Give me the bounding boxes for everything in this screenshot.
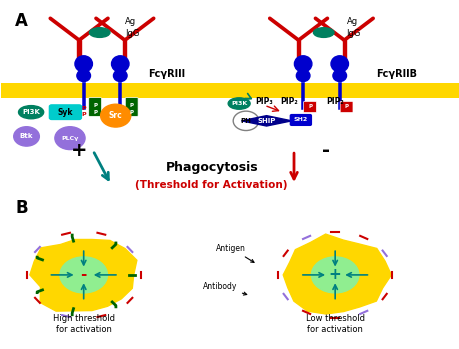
Ellipse shape xyxy=(313,28,333,37)
Text: PIP₃: PIP₃ xyxy=(255,97,272,106)
Text: Antibody: Antibody xyxy=(202,282,246,295)
Text: P: P xyxy=(308,104,311,110)
Ellipse shape xyxy=(294,56,311,72)
FancyArrow shape xyxy=(297,40,300,62)
Text: P: P xyxy=(81,106,86,111)
Text: Src: Src xyxy=(109,111,122,120)
Text: P: P xyxy=(93,103,97,108)
Text: PIP₂: PIP₂ xyxy=(325,97,343,106)
FancyArrow shape xyxy=(77,40,81,62)
Text: P: P xyxy=(81,112,86,117)
Ellipse shape xyxy=(296,70,309,82)
Text: +: + xyxy=(71,141,87,160)
FancyBboxPatch shape xyxy=(303,102,316,112)
FancyBboxPatch shape xyxy=(340,102,352,112)
Text: Antigen: Antigen xyxy=(216,244,253,262)
FancyBboxPatch shape xyxy=(290,114,311,125)
Circle shape xyxy=(233,111,258,131)
Ellipse shape xyxy=(75,56,92,72)
Text: B: B xyxy=(15,199,28,217)
Text: -: - xyxy=(80,267,87,282)
Circle shape xyxy=(101,104,130,127)
Text: (Threshold for Activation): (Threshold for Activation) xyxy=(135,180,287,190)
Text: SHIP: SHIP xyxy=(257,118,275,124)
Circle shape xyxy=(60,257,107,293)
Text: FcγRIII: FcγRIII xyxy=(147,69,185,79)
Ellipse shape xyxy=(332,70,346,82)
Ellipse shape xyxy=(330,56,348,72)
Bar xyxy=(1,83,458,98)
Text: FcγRIIB: FcγRIIB xyxy=(375,69,416,79)
Ellipse shape xyxy=(89,28,110,37)
FancyBboxPatch shape xyxy=(89,98,101,116)
Text: A: A xyxy=(15,12,28,30)
Text: High threshold
for activation: High threshold for activation xyxy=(53,314,114,334)
Text: P: P xyxy=(344,104,348,110)
Text: P: P xyxy=(129,110,134,115)
Text: Btk: Btk xyxy=(20,133,33,139)
Text: Low threshold
for activation: Low threshold for activation xyxy=(305,314,364,334)
Ellipse shape xyxy=(77,70,90,82)
Text: +: + xyxy=(328,267,341,282)
Text: SH2: SH2 xyxy=(293,117,308,122)
Text: PH: PH xyxy=(240,118,251,124)
Ellipse shape xyxy=(111,56,129,72)
Text: -: - xyxy=(321,141,329,160)
FancyBboxPatch shape xyxy=(125,98,138,116)
Text: PI3K: PI3K xyxy=(230,101,247,106)
Text: Ag: Ag xyxy=(346,17,357,25)
Circle shape xyxy=(311,257,358,293)
FancyArrow shape xyxy=(342,40,345,62)
Circle shape xyxy=(14,127,39,146)
Text: P: P xyxy=(129,103,134,108)
Text: Phagocytosis: Phagocytosis xyxy=(165,161,257,174)
Ellipse shape xyxy=(18,106,44,119)
Text: P: P xyxy=(93,110,97,115)
Circle shape xyxy=(55,127,85,150)
Ellipse shape xyxy=(228,98,250,109)
Ellipse shape xyxy=(113,70,127,82)
Text: PLCγ: PLCγ xyxy=(61,136,78,141)
Text: PI3K: PI3K xyxy=(22,109,40,115)
FancyArrow shape xyxy=(123,40,126,62)
Text: IgG: IgG xyxy=(124,29,139,38)
Polygon shape xyxy=(241,116,291,126)
Text: PIP₂: PIP₂ xyxy=(280,97,297,106)
Text: Ag: Ag xyxy=(124,17,136,25)
Polygon shape xyxy=(283,234,391,314)
FancyBboxPatch shape xyxy=(49,105,81,119)
Text: IgG: IgG xyxy=(346,29,360,38)
Polygon shape xyxy=(30,239,137,311)
Text: Syk: Syk xyxy=(57,108,73,117)
